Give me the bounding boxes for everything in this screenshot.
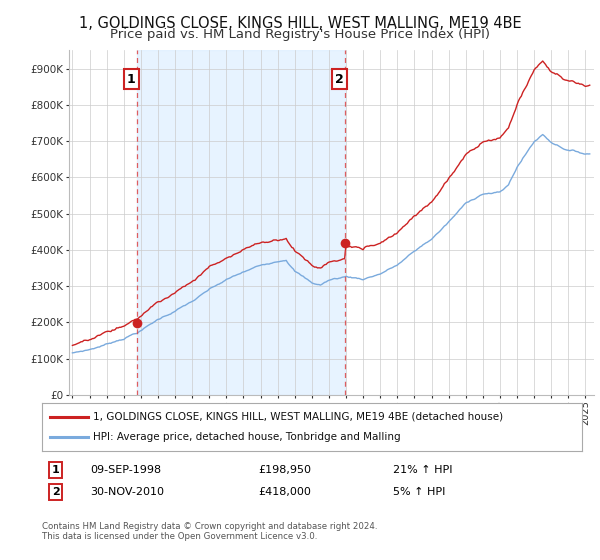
Text: 09-SEP-1998: 09-SEP-1998 <box>91 465 162 475</box>
Text: 2: 2 <box>335 73 344 86</box>
Text: 1: 1 <box>127 73 136 86</box>
Text: 1, GOLDINGS CLOSE, KINGS HILL, WEST MALLING, ME19 4BE: 1, GOLDINGS CLOSE, KINGS HILL, WEST MALL… <box>79 16 521 31</box>
Text: Price paid vs. HM Land Registry's House Price Index (HPI): Price paid vs. HM Land Registry's House … <box>110 28 490 41</box>
Text: HPI: Average price, detached house, Tonbridge and Malling: HPI: Average price, detached house, Tonb… <box>94 432 401 442</box>
Text: 21% ↑ HPI: 21% ↑ HPI <box>393 465 452 475</box>
Text: 5% ↑ HPI: 5% ↑ HPI <box>393 487 445 497</box>
Text: 2: 2 <box>52 487 59 497</box>
Text: 1, GOLDINGS CLOSE, KINGS HILL, WEST MALLING, ME19 4BE (detached house): 1, GOLDINGS CLOSE, KINGS HILL, WEST MALL… <box>94 412 503 422</box>
Text: £198,950: £198,950 <box>258 465 311 475</box>
Text: 30-NOV-2010: 30-NOV-2010 <box>91 487 164 497</box>
Text: 1: 1 <box>52 465 59 475</box>
Text: £418,000: £418,000 <box>258 487 311 497</box>
Text: Contains HM Land Registry data © Crown copyright and database right 2024.
This d: Contains HM Land Registry data © Crown c… <box>42 522 377 542</box>
